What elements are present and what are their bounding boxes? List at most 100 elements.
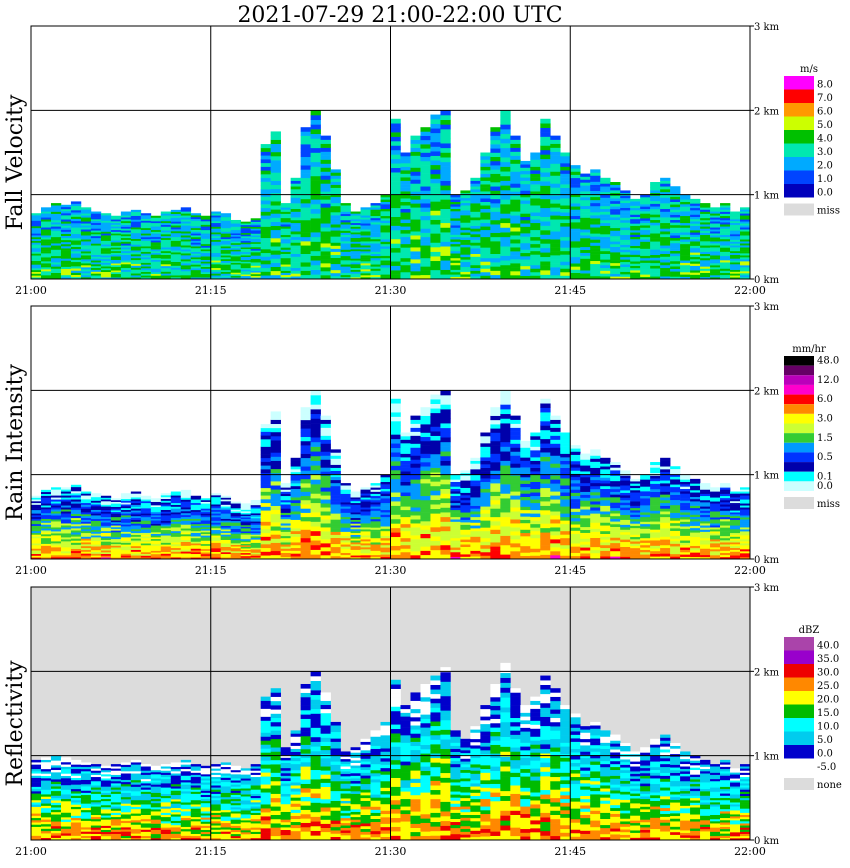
echo-cell xyxy=(490,224,501,229)
echo-cell xyxy=(650,214,661,218)
echo-cell xyxy=(50,549,62,552)
echo-cell xyxy=(230,274,242,277)
echo-cell xyxy=(140,253,152,256)
echo-cell xyxy=(510,263,521,268)
echo-cell xyxy=(130,261,142,264)
echo-cell xyxy=(660,242,671,246)
echo-cell xyxy=(550,255,561,260)
echo-cell xyxy=(470,530,481,534)
echo-cell xyxy=(220,511,232,514)
echo-cell xyxy=(740,209,751,212)
echo-cell xyxy=(200,505,212,508)
echo-cell xyxy=(410,171,421,176)
echo-cell xyxy=(210,275,222,278)
echo-cell xyxy=(150,533,162,536)
echo-cell xyxy=(200,257,212,260)
echo-cell xyxy=(570,218,581,223)
echo-cell xyxy=(390,132,401,137)
echo-cell xyxy=(510,483,521,488)
echo-cell xyxy=(670,515,681,519)
echo-cell xyxy=(190,550,202,553)
echo-cell xyxy=(190,224,202,227)
echo-cell xyxy=(280,529,291,532)
echo-cell xyxy=(470,553,481,557)
echo-cell xyxy=(280,548,291,551)
echo-cell xyxy=(520,480,531,484)
echo-cell xyxy=(410,267,421,272)
echo-cell xyxy=(50,547,62,550)
echo-cell xyxy=(290,276,301,280)
echo-cell xyxy=(450,535,461,539)
echo-cell xyxy=(440,488,451,494)
echo-cell xyxy=(110,242,122,245)
echo-cell xyxy=(510,155,521,160)
echo-cell xyxy=(430,453,441,459)
echo-cell xyxy=(340,506,351,509)
echo-cell xyxy=(360,491,371,494)
echo-cell xyxy=(440,399,451,405)
echo-cell xyxy=(600,250,611,254)
echo-cell xyxy=(410,439,421,444)
echo-cell xyxy=(540,398,551,404)
echo-cell xyxy=(620,276,631,280)
echo-cell xyxy=(470,239,481,243)
echo-cell xyxy=(370,527,381,530)
echo-cell xyxy=(31,255,42,258)
echo-cell xyxy=(580,276,591,280)
echo-cell xyxy=(250,527,261,530)
echo-cell xyxy=(270,147,281,153)
echo-cell xyxy=(450,554,461,557)
echo-cell xyxy=(630,510,641,513)
echo-cell xyxy=(400,201,411,206)
echo-cell xyxy=(400,184,411,188)
echo-cell xyxy=(250,231,261,234)
echo-cell xyxy=(240,517,251,520)
echo-cell xyxy=(630,276,641,280)
echo-cell xyxy=(480,439,491,444)
echo-cell xyxy=(300,207,311,212)
echo-cell xyxy=(340,537,351,541)
echo-cell xyxy=(470,245,481,249)
echo-cell xyxy=(380,542,391,546)
echo-cell xyxy=(480,247,491,252)
echo-cell xyxy=(540,154,551,160)
echo-cell xyxy=(31,213,42,216)
echo-cell xyxy=(80,235,92,238)
echo-cell xyxy=(390,483,401,489)
echo-cell xyxy=(470,499,481,504)
echo-cell xyxy=(640,526,651,529)
echo-cell xyxy=(490,144,501,149)
echo-cell xyxy=(510,451,521,456)
echo-cell xyxy=(210,232,222,235)
echo-cell xyxy=(520,499,531,504)
echo-cell xyxy=(400,443,411,447)
echo-cell xyxy=(300,504,311,509)
echo-cell xyxy=(340,255,351,259)
echo-cell xyxy=(250,532,261,535)
echo-cell xyxy=(250,219,261,222)
echo-cell xyxy=(320,191,331,196)
echo-cell xyxy=(80,229,92,232)
echo-cell xyxy=(140,522,152,525)
echo-cell xyxy=(620,531,631,535)
echo-cell xyxy=(530,173,541,178)
echo-cell xyxy=(450,241,461,245)
echo-cell xyxy=(130,544,142,547)
echo-cell xyxy=(650,270,661,274)
echo-cell xyxy=(420,542,431,547)
echo-cell xyxy=(580,538,591,542)
echo-cell xyxy=(560,541,571,546)
echo-cell xyxy=(510,491,521,496)
echo-cell xyxy=(550,491,561,496)
echo-cell xyxy=(310,241,321,247)
echo-cell xyxy=(660,491,671,495)
echo-cell xyxy=(190,231,202,234)
echo-cell xyxy=(240,266,251,269)
echo-cell xyxy=(370,546,381,549)
echo-cell xyxy=(500,498,511,504)
echo-cell xyxy=(410,463,421,468)
echo-cell xyxy=(360,539,371,542)
echo-cell xyxy=(660,267,671,271)
echo-cell xyxy=(360,499,371,502)
echo-cell xyxy=(360,223,371,226)
